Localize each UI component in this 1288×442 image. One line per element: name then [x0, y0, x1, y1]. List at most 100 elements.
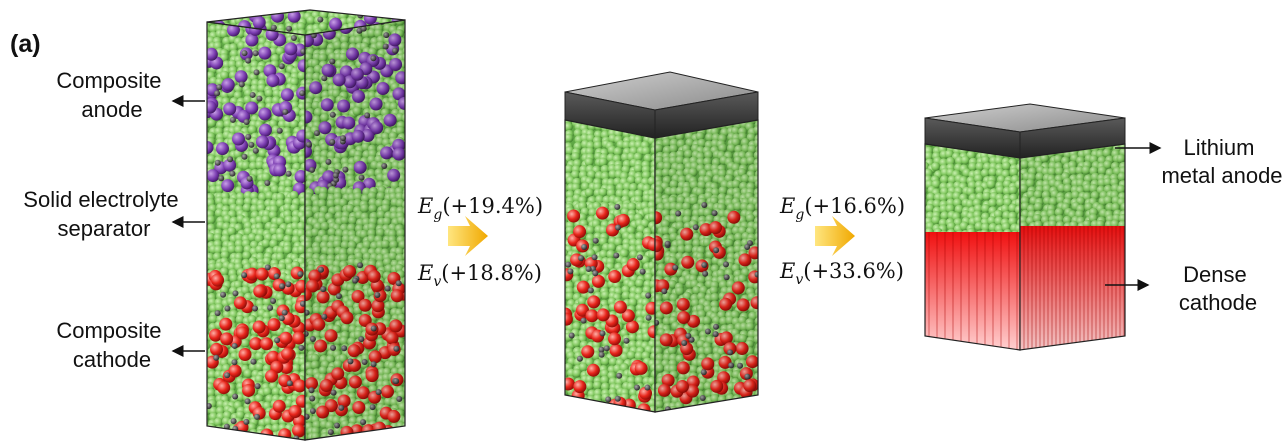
electrolyte-particle: [298, 108, 305, 118]
carbon-particle: [278, 63, 285, 70]
carbon-particle: [273, 273, 280, 280]
electrolyte-particle: [376, 210, 386, 220]
cathode-particle: [267, 318, 281, 332]
carbon-particle: [383, 32, 390, 39]
electrolyte-particle: [207, 436, 210, 440]
cathode-particle: [565, 377, 575, 391]
electrolyte-particle: [312, 245, 322, 255]
anode-particle: [245, 33, 259, 47]
cathode-particle: [253, 284, 267, 298]
electrolyte-particle: [227, 434, 237, 440]
electrolyte-particle: [725, 407, 735, 412]
electrolyte-particle: [264, 88, 274, 98]
carbon-particle: [329, 139, 336, 146]
carbon-particle: [244, 398, 251, 405]
electrolyte-particle: [291, 155, 301, 165]
cathode-particle: [607, 332, 621, 346]
electrolyte-particle: [733, 414, 742, 423]
electrolyte-particle: [207, 388, 216, 398]
electrolyte-particle: [655, 411, 659, 412]
carbon-particle: [299, 90, 305, 97]
carbon-particle: [342, 166, 349, 173]
electrolyte-particle: [326, 198, 336, 208]
electrolyte-particle: [346, 246, 356, 256]
electrolyte-particle: [207, 215, 216, 225]
electrolyte-particle: [368, 10, 378, 13]
electrolyte-particle: [405, 125, 414, 134]
electrolyte-particle: [691, 407, 701, 412]
carbon-particle: [286, 25, 293, 32]
cathode-particle: [265, 369, 279, 383]
cathode-particle: [242, 383, 256, 397]
electrolyte-particle: [234, 10, 244, 15]
electrolyte-particle: [227, 143, 237, 153]
electrolyte-particle: [227, 244, 237, 254]
electrolyte-particle: [565, 133, 574, 143]
carbon-particle: [245, 57, 252, 64]
carbon-particle: [297, 271, 304, 278]
electrolyte-particle: [298, 357, 305, 367]
carbon-particle: [229, 116, 236, 123]
electrolyte-particle: [718, 401, 728, 411]
electrolyte-particle: [276, 245, 286, 255]
cathode-particle: [576, 280, 590, 294]
electrolyte-particle: [333, 359, 343, 369]
electrolyte-particle: [405, 143, 414, 152]
cathode-particle: [385, 331, 399, 345]
electrolyte-particle: [376, 191, 386, 201]
electrolyte-particle: [759, 175, 768, 184]
anode-particle: [271, 10, 285, 23]
electrolyte-particle: [573, 400, 583, 410]
carbon-particle: [278, 283, 285, 290]
electrolyte-particle: [219, 267, 229, 277]
electrolyte-particle: [656, 413, 665, 422]
electrolyte-particle: [254, 351, 264, 361]
electrolyte-particle: [219, 29, 229, 39]
electrolyte-particle: [244, 436, 254, 440]
electrolyte-particle: [207, 216, 208, 226]
anode-particle: [351, 129, 365, 143]
electrolyte-particle: [310, 360, 320, 370]
electrolyte-particle: [404, 121, 405, 131]
electrolyte-particle: [241, 160, 251, 170]
carbon-particle: [264, 179, 271, 186]
electrolyte-particle: [600, 356, 610, 366]
cathode-particle: [596, 308, 610, 322]
cathode-particle: [295, 394, 305, 408]
electrolyte-particle: [602, 404, 612, 412]
anode-particle: [258, 46, 272, 60]
cathode-particle: [279, 331, 293, 345]
cathode-particle: [585, 309, 599, 323]
electrolyte-particle: [243, 369, 253, 379]
electrolyte-particle: [207, 23, 212, 33]
electrolyte-particle: [592, 380, 602, 390]
carbon-particle: [248, 141, 255, 148]
anode-particle: [392, 147, 405, 161]
electrolyte-particle: [581, 401, 591, 411]
electrolyte-particle: [762, 220, 771, 229]
electrolyte-particle: [255, 245, 265, 255]
carbon-particle: [249, 91, 256, 98]
cathode-particle: [211, 273, 225, 287]
electrolyte-particle: [367, 28, 377, 38]
boxes: [206, 9, 1126, 441]
cathode-particle: [608, 269, 622, 283]
electrolyte-particle: [284, 215, 294, 225]
electrolyte-particle: [565, 310, 566, 320]
electrolyte-particle: [759, 396, 768, 405]
electrolyte-particle: [389, 240, 399, 250]
cathode-particle: [308, 269, 322, 283]
anode-particle: [223, 158, 237, 172]
cathode-particle: [228, 364, 242, 378]
electrolyte-particle: [636, 412, 645, 421]
carbon-particle: [241, 153, 248, 160]
anode-particle: [387, 168, 401, 182]
electrolyte-particle: [346, 223, 356, 233]
electrolyte-particle: [270, 10, 280, 13]
electrolyte-particle: [404, 35, 405, 45]
electrolyte-particle: [360, 10, 370, 16]
cathode-particle: [314, 339, 328, 353]
electrolyte-particle: [762, 234, 771, 243]
cathode-particle: [565, 312, 573, 326]
carbon-particle: [281, 309, 288, 316]
